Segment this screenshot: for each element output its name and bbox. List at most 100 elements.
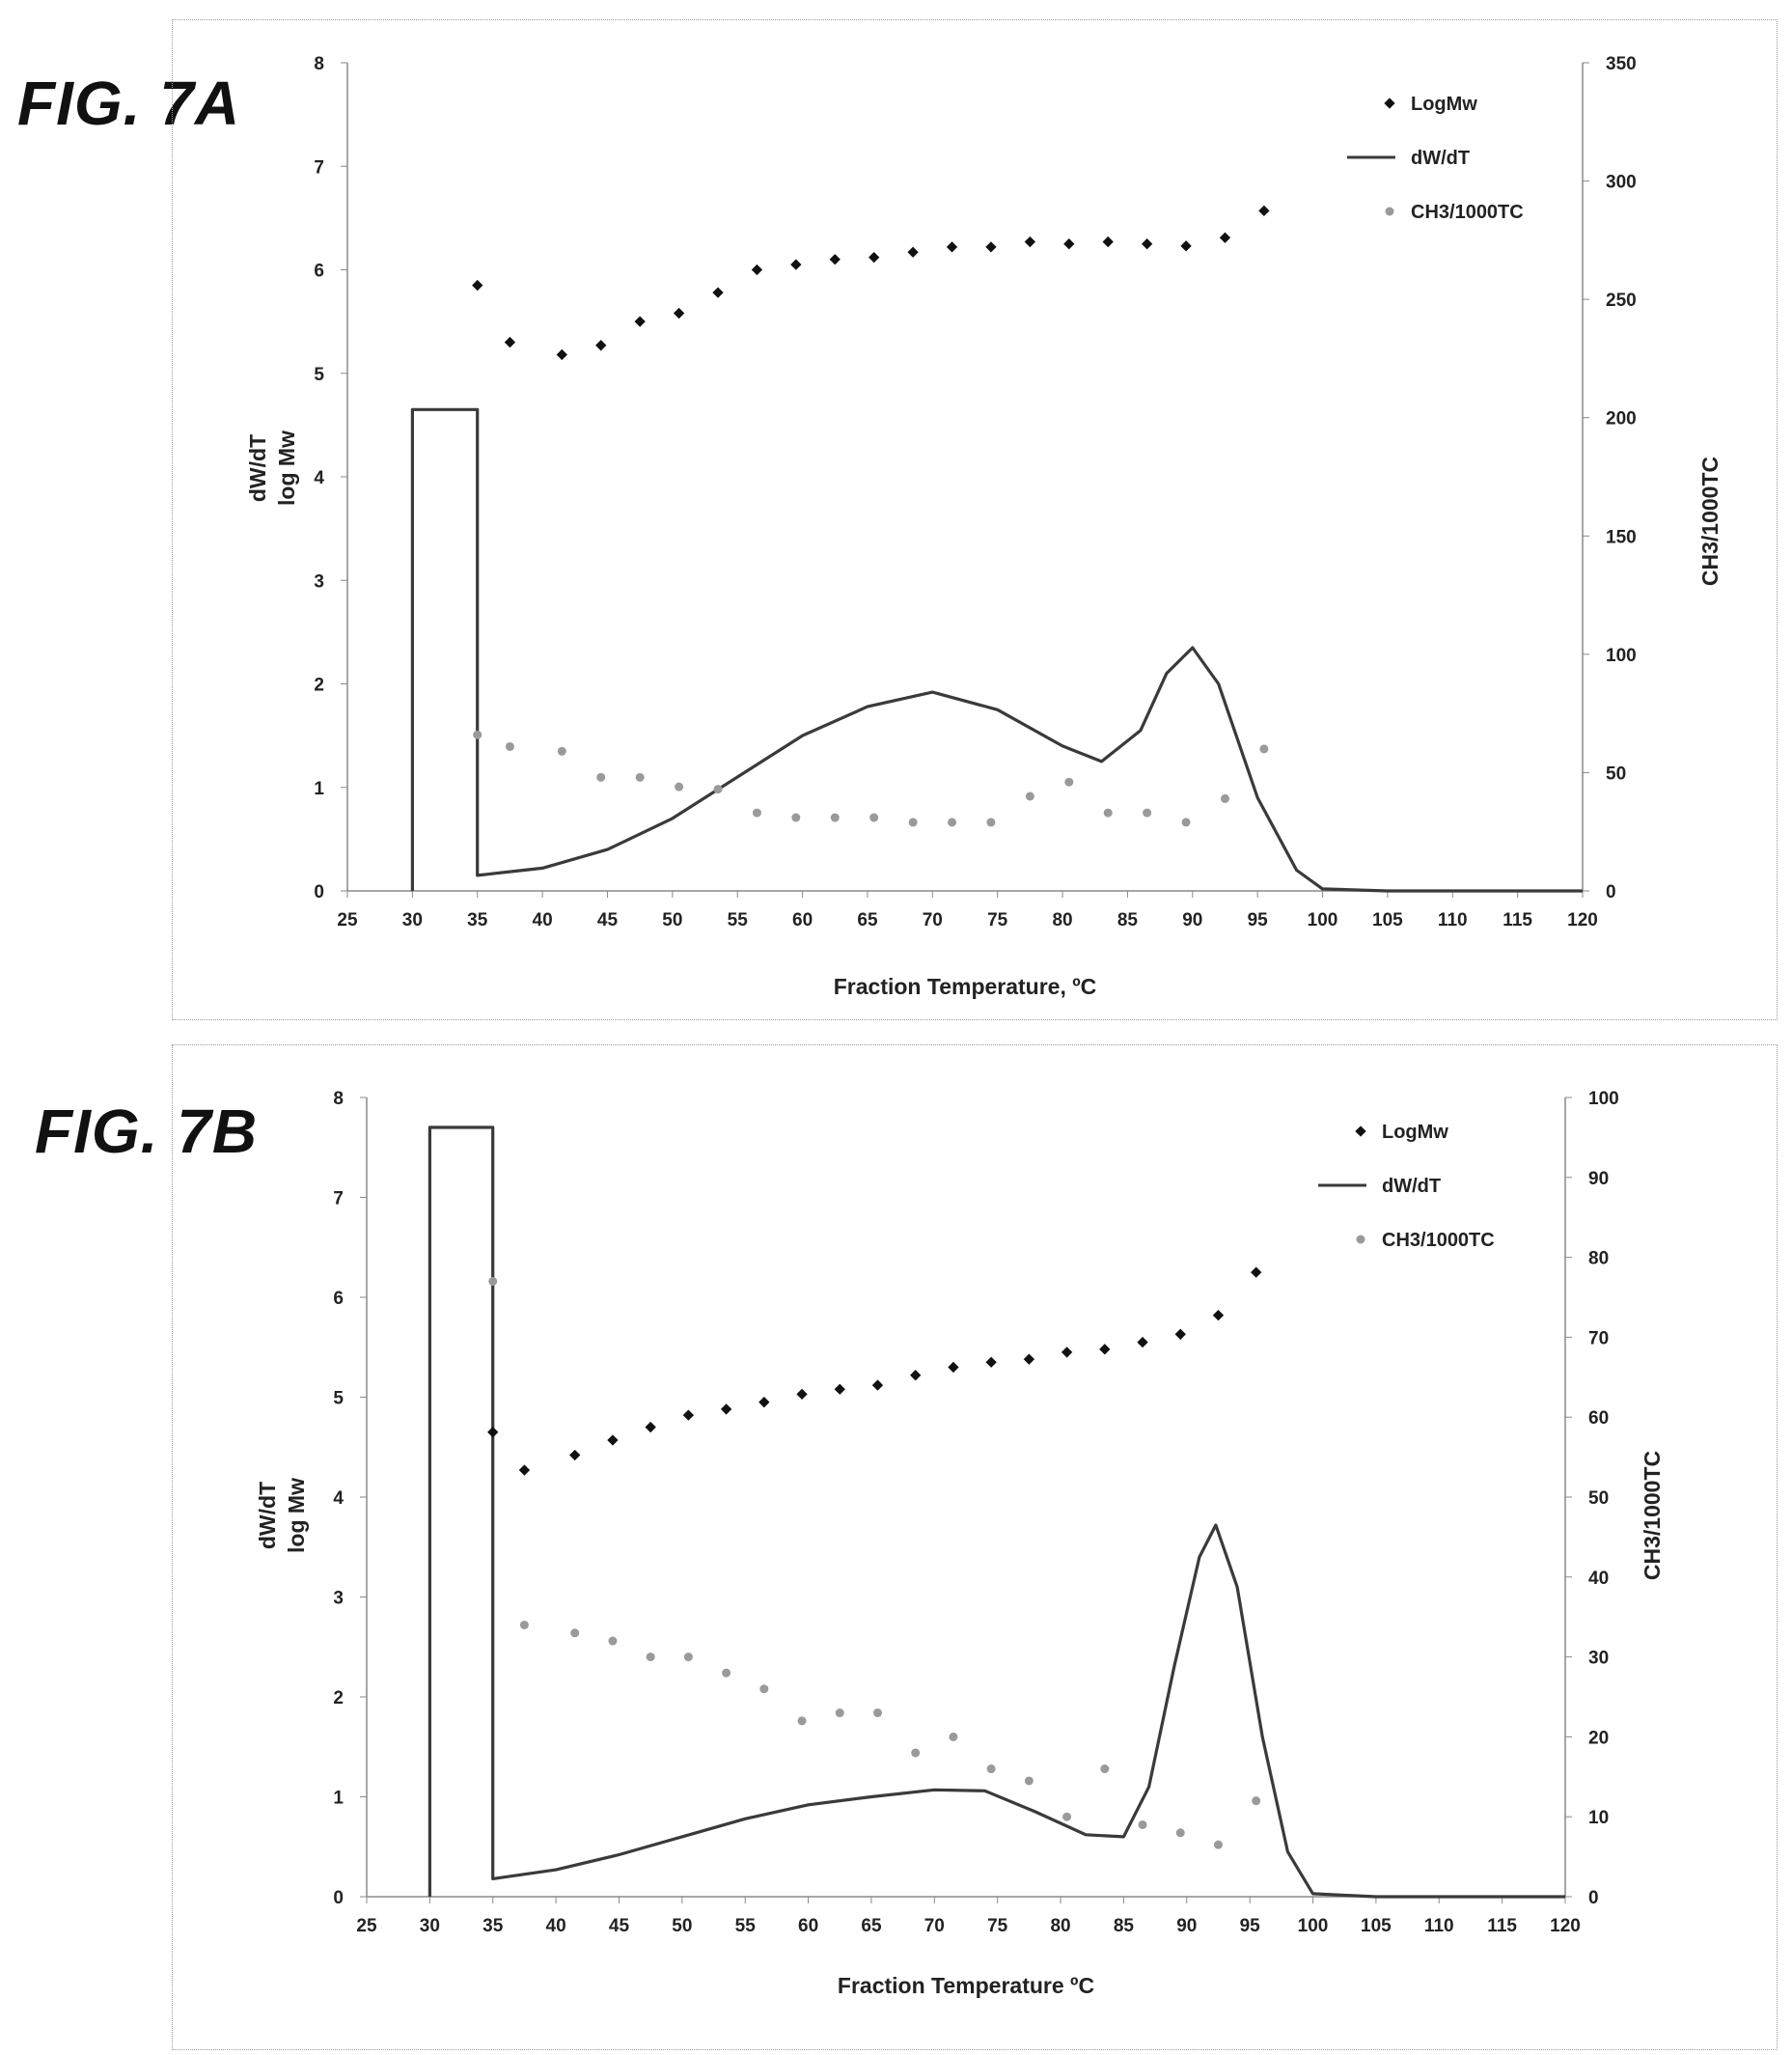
y-right-tick-label: 200 xyxy=(1606,409,1637,430)
legend-label: dW/dT xyxy=(1411,148,1470,169)
y-right-tick-label: 50 xyxy=(1588,1488,1609,1509)
data-point-ch3 xyxy=(722,1668,731,1678)
x-tick-label: 80 xyxy=(1050,1916,1070,1936)
y-right-tick-label: 70 xyxy=(1588,1328,1609,1348)
y-left-tick-label: 3 xyxy=(314,571,324,592)
data-point-ch3 xyxy=(570,1628,580,1638)
y-right-tick-label: 300 xyxy=(1606,173,1637,193)
data-point-ch3 xyxy=(488,1276,498,1286)
data-point-logmw xyxy=(790,259,802,270)
data-point-ch3 xyxy=(1252,1796,1261,1806)
y-right-tick-label: 30 xyxy=(1588,1649,1609,1669)
data-point-ch3 xyxy=(949,1732,958,1741)
data-point-ch3 xyxy=(791,813,801,822)
data-point-logmw xyxy=(634,316,646,327)
data-point-ch3 xyxy=(1103,808,1113,818)
chart-0: 25 30 35 40 45 50 55 60 65 70 75 80 85 90 95 100 105 110 1… xyxy=(245,54,1723,999)
x-tick-label: 65 xyxy=(857,910,878,930)
data-point-ch3 xyxy=(1175,1828,1185,1838)
x-tick-label: 105 xyxy=(1372,910,1403,930)
data-point-logmw xyxy=(871,1379,884,1391)
data-point-logmw xyxy=(758,1397,770,1408)
legend-label: LogMw xyxy=(1382,1122,1448,1143)
data-point-ch3 xyxy=(1024,1776,1034,1786)
x-tick-label: 100 xyxy=(1308,910,1338,930)
data-point-logmw xyxy=(518,1464,531,1476)
y-left-tick-label: 1 xyxy=(314,779,324,799)
data-point-logmw xyxy=(985,241,997,253)
y-right-tick-label: 250 xyxy=(1606,291,1637,311)
y-left-tick-label: 1 xyxy=(333,1789,344,1809)
data-point-ch3 xyxy=(635,772,645,782)
data-point-ch3 xyxy=(752,808,761,818)
legend-marker-logmw xyxy=(1355,1125,1366,1137)
y-right-tick-label: 40 xyxy=(1588,1569,1609,1589)
x-tick-label: 85 xyxy=(1114,1916,1135,1936)
x-tick-label: 120 xyxy=(1567,910,1598,930)
legend-marker-ch3 xyxy=(1356,1235,1365,1244)
y-axis-title-left: log Mw xyxy=(284,1478,309,1553)
y-axis-title-left: dW/dT xyxy=(255,1482,280,1549)
data-point-logmw xyxy=(607,1434,619,1446)
y-right-tick-label: 10 xyxy=(1588,1808,1609,1828)
data-point-logmw xyxy=(1174,1328,1186,1340)
y-right-tick-label: 100 xyxy=(1606,646,1637,666)
y-right-tick-label: 50 xyxy=(1606,764,1626,784)
legend-label: dW/dT xyxy=(1382,1176,1441,1197)
x-tick-label: 80 xyxy=(1052,910,1072,930)
y-right-tick-label: 350 xyxy=(1606,54,1637,74)
data-point-logmw xyxy=(1024,236,1036,248)
data-point-ch3 xyxy=(683,1652,693,1662)
data-point-logmw xyxy=(910,1370,922,1381)
y-left-tick-label: 5 xyxy=(314,365,324,385)
figure-label-7a: FIG. 7A xyxy=(17,69,241,138)
x-tick-label: 115 xyxy=(1503,910,1532,930)
y-left-tick-label: 5 xyxy=(333,1389,344,1409)
data-point-ch3 xyxy=(830,813,840,822)
y-axis-title-left: log Mw xyxy=(274,430,299,506)
data-point-ch3 xyxy=(797,1716,807,1726)
x-tick-label: 105 xyxy=(1361,1916,1392,1936)
data-point-ch3 xyxy=(557,746,566,756)
x-tick-label: 30 xyxy=(420,1916,440,1936)
data-point-logmw xyxy=(1212,1309,1225,1321)
x-tick-label: 115 xyxy=(1487,1916,1517,1936)
data-point-ch3 xyxy=(1062,1812,1072,1821)
data-point-logmw xyxy=(556,348,567,361)
data-point-ch3 xyxy=(1143,808,1152,818)
data-point-ch3 xyxy=(596,772,606,782)
chart-frame-7b xyxy=(172,1044,1778,2050)
data-point-ch3 xyxy=(505,741,514,751)
data-point-ch3 xyxy=(759,1684,769,1694)
data-point-logmw xyxy=(907,246,919,258)
y-left-tick-label: 4 xyxy=(333,1488,344,1509)
data-point-logmw xyxy=(1219,232,1231,243)
x-tick-label: 70 xyxy=(923,910,943,930)
x-tick-label: 70 xyxy=(924,1916,945,1936)
series-line-dwdt xyxy=(410,407,1583,893)
data-point-ch3 xyxy=(869,813,879,822)
y-right-tick-label: 100 xyxy=(1588,1089,1619,1109)
y-axis-title-right: CH3/1000TC xyxy=(1697,457,1723,586)
data-point-logmw xyxy=(569,1449,581,1461)
y-right-tick-label: 90 xyxy=(1588,1169,1609,1189)
x-tick-label: 25 xyxy=(356,1916,377,1936)
x-tick-label: 60 xyxy=(792,910,813,930)
data-point-ch3 xyxy=(1138,1819,1147,1829)
legend-label: CH3/1000TC xyxy=(1411,202,1524,223)
y-right-tick-label: 80 xyxy=(1588,1249,1609,1269)
data-point-ch3 xyxy=(948,818,957,827)
data-point-ch3 xyxy=(1100,1764,1110,1774)
data-point-ch3 xyxy=(1181,818,1191,827)
y-left-tick-label: 6 xyxy=(314,262,324,282)
x-tick-label: 50 xyxy=(662,910,682,930)
data-point-logmw xyxy=(1180,240,1192,252)
data-point-logmw xyxy=(1137,1336,1148,1348)
data-point-ch3 xyxy=(675,782,684,791)
legend-label: LogMw xyxy=(1411,94,1477,115)
data-point-logmw xyxy=(720,1403,732,1415)
x-axis-title: Fraction Temperature ºC xyxy=(838,1973,1094,1998)
x-tick-label: 55 xyxy=(735,1916,757,1936)
x-tick-label: 110 xyxy=(1424,1916,1454,1936)
data-point-ch3 xyxy=(1213,1840,1223,1849)
